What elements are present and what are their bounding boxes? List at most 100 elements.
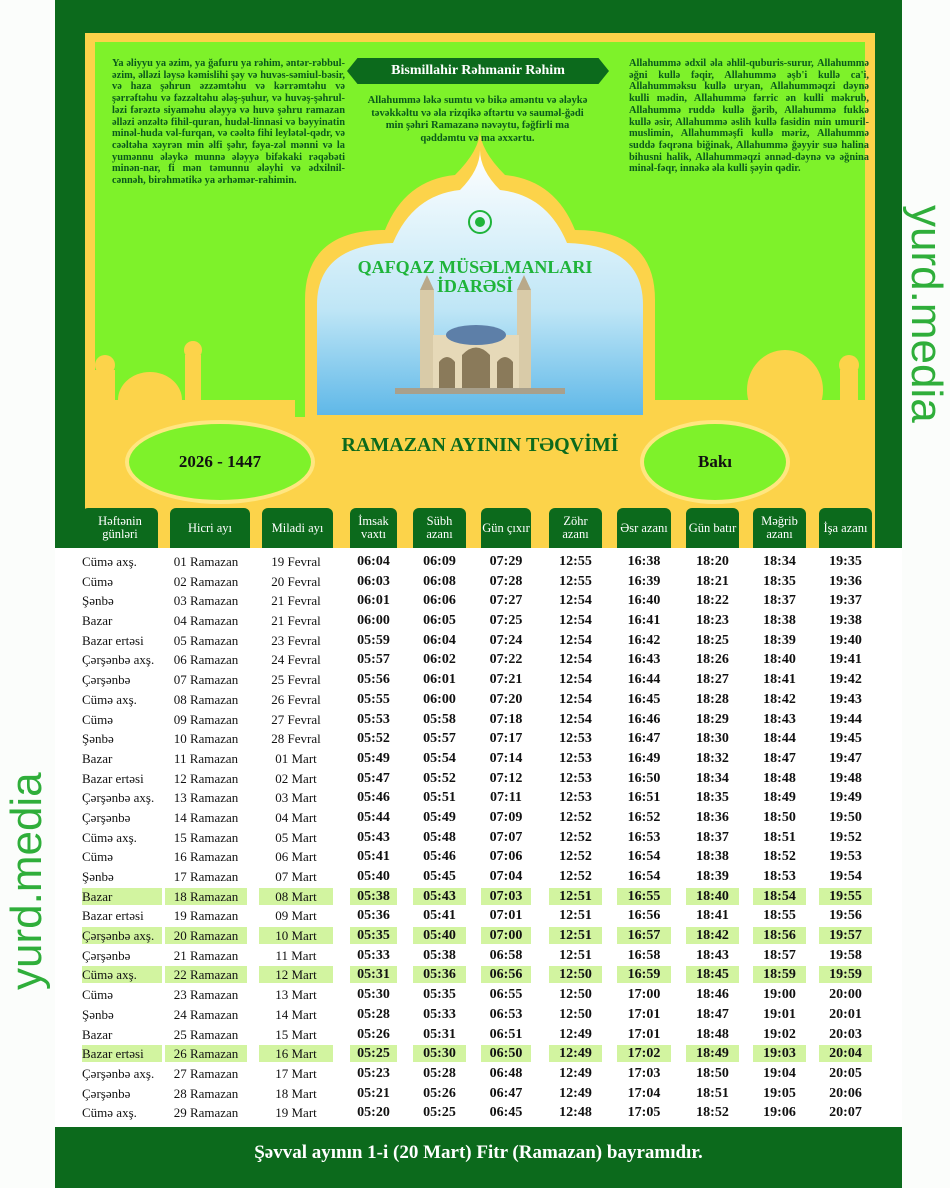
header-dhuhr: Zöhr azanı bbox=[549, 508, 602, 548]
timetable: Cümə axş. 01 Ramazan 19 Fevral 06:04 06:09 07… bbox=[55, 552, 902, 1123]
cell-maghrib: 19:03 bbox=[753, 1045, 806, 1063]
cell-maghrib: 18:52 bbox=[763, 849, 796, 865]
cell-fajr: 05:46 bbox=[423, 849, 456, 865]
cell-gregorian-date: 16 Mart bbox=[259, 1045, 333, 1063]
cell-day: Cümə axş. bbox=[82, 829, 137, 845]
cell-imsak: 05:53 bbox=[357, 711, 390, 727]
cell-sunset: 18:20 bbox=[696, 554, 729, 569]
cell-gregorian-date: 20 Fevral bbox=[271, 573, 321, 589]
cell-day: Bazar bbox=[82, 750, 113, 766]
cell-sunrise: 07:04 bbox=[489, 869, 523, 884]
cell-imsak: 05:38 bbox=[350, 887, 397, 905]
cell-fajr: 05:52 bbox=[423, 770, 456, 786]
cell-asr: 16:56 bbox=[627, 908, 661, 924]
cell-sunset: 18:41 bbox=[696, 908, 729, 924]
cell-gregorian-date: 03 Mart bbox=[275, 790, 317, 806]
cell-sunrise: 07:09 bbox=[489, 809, 523, 825]
cell-isha: 19:59 bbox=[819, 966, 872, 984]
cell-isha: 19:54 bbox=[829, 869, 862, 884]
cell-imsak: 05:31 bbox=[350, 966, 397, 984]
cell-sunset: 18:47 bbox=[696, 1006, 729, 1022]
table-row: Çərşənbə 21 Ramazan 11 Mart 05:33 05:38 06:58… bbox=[55, 946, 902, 966]
cell-sunset: 18:39 bbox=[696, 869, 729, 884]
cell-sunrise: 07:18 bbox=[489, 711, 523, 727]
cell-day: Şənbə bbox=[82, 593, 114, 609]
header-sunrise: Gün çıxır bbox=[481, 508, 531, 548]
cell-sunrise: 06:51 bbox=[489, 1026, 523, 1042]
cell-maghrib: 18:51 bbox=[763, 829, 796, 845]
cell-dhuhr: 12:54 bbox=[559, 613, 592, 629]
cell-day: Çərşənbə axş. bbox=[82, 790, 155, 806]
cell-sunrise: 06:53 bbox=[489, 1006, 523, 1022]
cell-imsak: 05:36 bbox=[357, 908, 390, 924]
cell-sunset: 18:30 bbox=[696, 731, 729, 747]
cell-dhuhr: 12:50 bbox=[559, 1006, 592, 1022]
cell-gregorian-date: 28 Fevral bbox=[271, 731, 321, 747]
cell-day: Şənbə bbox=[82, 731, 114, 747]
cell-hijri-date: 28 Ramazan bbox=[173, 1085, 239, 1101]
table-row: Cümə axş. 08 Ramazan 26 Fevral 05:55 06:00 07… bbox=[55, 690, 902, 710]
cell-maghrib: 18:37 bbox=[763, 593, 796, 609]
table-row: Bazar ertəsi 19 Ramazan 09 Mart 05:36 05:41 0… bbox=[55, 906, 902, 926]
cell-fajr: 06:08 bbox=[423, 573, 456, 589]
cell-gregorian-date: 02 Mart bbox=[275, 770, 317, 786]
cell-sunrise: 07:06 bbox=[489, 849, 523, 865]
cell-sunrise: 07:20 bbox=[489, 691, 523, 707]
cell-dhuhr: 12:52 bbox=[559, 869, 592, 884]
cell-gregorian-date: 13 Mart bbox=[275, 987, 317, 1003]
cell-asr: 16:39 bbox=[627, 573, 661, 589]
cell-imsak: 05:41 bbox=[357, 849, 390, 865]
cell-imsak: 05:44 bbox=[357, 809, 390, 825]
cell-dhuhr: 12:54 bbox=[559, 652, 592, 668]
cell-dhuhr: 12:48 bbox=[559, 1105, 592, 1121]
cell-sunrise: 07:29 bbox=[489, 554, 523, 569]
cell-gregorian-date: 21 Fevral bbox=[271, 613, 321, 629]
cell-hijri-date: 02 Ramazan bbox=[173, 573, 239, 589]
cell-asr: 16:51 bbox=[627, 790, 661, 806]
cell-hijri-date: 27 Ramazan bbox=[173, 1065, 239, 1081]
cell-day: Cümə bbox=[82, 711, 114, 727]
cell-sunrise: 07:17 bbox=[489, 731, 523, 747]
cell-sunrise: 06:58 bbox=[489, 947, 523, 963]
table-row: Çərşənbə axş. 13 Ramazan 03 Mart 05:46 05:51… bbox=[55, 788, 902, 808]
cell-hijri-date: 07 Ramazan bbox=[173, 672, 239, 688]
table-row: Cümə 23 Ramazan 13 Mart 05:30 05:35 06:55 12:5… bbox=[55, 985, 902, 1005]
cell-dhuhr: 12:53 bbox=[559, 750, 592, 766]
cell-asr: 16:54 bbox=[627, 849, 661, 865]
cell-day: Cümə axş. bbox=[82, 966, 162, 984]
cell-day: Çərşənbə axş. bbox=[82, 927, 162, 945]
cell-maghrib: 18:42 bbox=[763, 691, 796, 707]
cell-hijri-date: 18 Ramazan bbox=[165, 887, 247, 905]
table-row: Çərşənbə 07 Ramazan 25 Fevral 05:56 06:01 07:… bbox=[55, 670, 902, 690]
cell-gregorian-date: 11 Mart bbox=[275, 947, 317, 963]
cell-gregorian-date: 21 Fevral bbox=[271, 593, 321, 609]
cell-isha: 20:00 bbox=[829, 987, 862, 1003]
header-day: Həftənin günləri bbox=[82, 508, 158, 548]
cell-gregorian-date: 07 Mart bbox=[275, 869, 317, 884]
cell-asr: 16:59 bbox=[617, 966, 671, 984]
cell-gregorian-date: 01 Mart bbox=[275, 750, 317, 766]
cell-sunset: 18:42 bbox=[686, 927, 739, 945]
cell-fajr: 06:04 bbox=[423, 632, 456, 648]
cell-fajr: 05:25 bbox=[423, 1105, 456, 1121]
table-row: Şənbə 24 Ramazan 14 Mart 05:28 05:33 06:53 12:… bbox=[55, 1005, 902, 1025]
cell-hijri-date: 16 Ramazan bbox=[173, 849, 239, 865]
cell-sunset: 18:52 bbox=[696, 1105, 729, 1121]
cell-maghrib: 18:55 bbox=[763, 908, 796, 924]
cell-fajr: 06:06 bbox=[423, 593, 456, 609]
cell-asr: 17:02 bbox=[617, 1045, 671, 1063]
cell-isha: 19:50 bbox=[829, 809, 862, 825]
cell-dhuhr: 12:49 bbox=[549, 1045, 602, 1063]
table-row: Bazar ertəsi 12 Ramazan 02 Mart 05:47 05:52 0… bbox=[55, 769, 902, 789]
cell-hijri-date: 20 Ramazan bbox=[165, 927, 247, 945]
cell-gregorian-date: 23 Fevral bbox=[271, 632, 321, 648]
cell-gregorian-date: 18 Mart bbox=[275, 1085, 317, 1101]
cell-isha: 19:53 bbox=[829, 849, 862, 865]
cell-day: Çərşənbə bbox=[82, 947, 131, 963]
cell-sunrise: 07:24 bbox=[489, 632, 523, 648]
cell-day: Cümə axş. bbox=[82, 691, 137, 707]
cell-asr: 16:38 bbox=[627, 554, 661, 569]
cell-sunrise: 07:14 bbox=[489, 750, 523, 766]
cell-asr: 16:41 bbox=[627, 613, 661, 629]
table-row: Şənbə 10 Ramazan 28 Fevral 05:52 05:57 07:17 1… bbox=[55, 729, 902, 749]
